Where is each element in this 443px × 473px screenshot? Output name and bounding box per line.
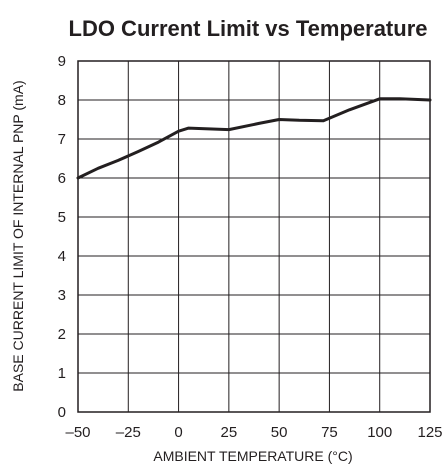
x-tick-label: 75 — [321, 424, 338, 441]
chart-title: LDO Current Limit vs Temperature — [69, 16, 428, 41]
x-tick-label: 100 — [367, 424, 392, 441]
x-tick-label: 25 — [221, 424, 238, 441]
x-axis-label: AMBIENT TEMPERATURE (°C) — [153, 448, 352, 464]
y-tick-labels: 0 1 2 3 4 5 6 7 8 9 — [58, 53, 66, 421]
x-tick-label: 0 — [174, 424, 182, 441]
x-tick-label: –50 — [65, 424, 90, 441]
y-tick-label: 8 — [58, 92, 66, 109]
grid-lines — [77, 60, 431, 413]
y-tick-label: 2 — [58, 326, 66, 343]
x-tick-label: 50 — [271, 424, 288, 441]
y-axis-label: BASE CURRENT LIMIT OF INTERNAL PNP (mA) — [10, 80, 26, 391]
x-tick-label: –25 — [116, 424, 141, 441]
plot-frame — [77, 60, 431, 413]
y-tick-label: 3 — [58, 287, 66, 304]
y-tick-label: 1 — [58, 365, 66, 382]
y-tick-label: 9 — [58, 53, 66, 70]
series-layer — [76, 97, 432, 180]
y-tick-label: 6 — [58, 170, 66, 187]
plot-border — [77, 60, 431, 413]
y-tick-label: 7 — [58, 131, 66, 148]
series-line — [76, 97, 432, 180]
y-tick-label: 5 — [58, 209, 66, 226]
y-tick-label: 4 — [58, 248, 66, 265]
y-tick-label: 0 — [58, 404, 66, 421]
x-tick-label: 125 — [417, 424, 442, 441]
x-tick-labels: –50 –25 0 25 50 75 100 125 — [65, 424, 442, 441]
